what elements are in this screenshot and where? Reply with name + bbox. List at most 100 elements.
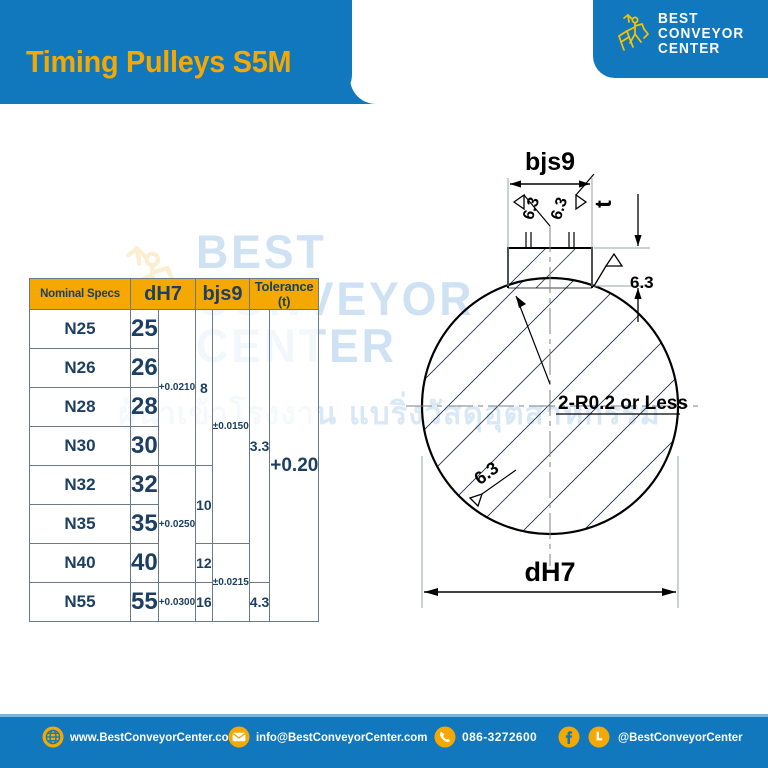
t-dimension: t	[590, 194, 650, 322]
cell-b-value: 12	[195, 543, 213, 583]
cell-b-tolerance: ±0.0215	[211, 543, 250, 622]
roughness-value-right: 6.3	[548, 195, 571, 222]
table-header-row: Nominal Specs dH7 bjs9 Tolerance (t)	[29, 278, 320, 310]
conveyor-worker-logo-icon	[618, 14, 650, 52]
cell-b-value: 10	[195, 465, 213, 544]
footer-item-email[interactable]: info@BestConveyorCenter.com	[228, 726, 436, 748]
dh7-arrow-right	[662, 588, 676, 596]
header-logo-block	[593, 0, 768, 78]
table-row: N26 26	[29, 348, 319, 388]
table-row: N28 28	[29, 387, 319, 427]
footer-item-line[interactable]	[588, 726, 610, 753]
table-row: N35 35	[29, 504, 319, 544]
footer-item-phone[interactable]: 086-3272600	[434, 726, 537, 748]
bjs9-arrow-left	[510, 180, 521, 188]
page-title: Timing Pulleys S5M	[26, 44, 292, 79]
facebook-icon	[558, 726, 580, 748]
bjs9-dimension	[507, 178, 593, 286]
cell-dh7: 26	[130, 348, 159, 388]
cell-t-value: 4.3	[248, 582, 271, 622]
header-title-bar	[0, 0, 352, 104]
footer-top-rule	[0, 714, 768, 717]
cell-nominal: N32	[29, 465, 131, 505]
cell-nominal: N35	[29, 504, 131, 544]
footer-website-text: www.BestConveyorCenter.com	[70, 730, 239, 744]
col-header-bjs9: bjs9	[195, 278, 250, 310]
table-row: N25 25 +0.0210 8 ±0.0150 3.3 +0.20	[29, 309, 320, 622]
cell-nominal: N40	[29, 543, 131, 583]
keyway-roughness-left: 6.3	[512, 193, 551, 248]
bjs9-arrow-right	[579, 180, 590, 188]
globe-icon	[42, 726, 64, 748]
bore-roughness: 6.3	[468, 458, 517, 508]
roughness-triangle-icon	[575, 193, 588, 211]
logo-line-3: CENTER	[658, 40, 721, 57]
pulley-cross-section-drawing: bjs9 6.3 6.3	[398, 126, 746, 636]
footer-line-id-text: @BestConveyorCenter	[618, 730, 743, 744]
roughness-triangle-icon	[468, 492, 484, 508]
cell-dh7: 55	[130, 582, 159, 622]
cell-nominal: N30	[29, 426, 131, 466]
phone-icon	[434, 726, 456, 748]
shoulder-roughness: 6.3	[593, 252, 654, 292]
footer-phone-text: 086-3272600	[462, 730, 538, 744]
dh7-label: dH7	[524, 557, 575, 587]
specification-table: Nominal Specs dH7 bjs9 Tolerance (t) N25…	[29, 278, 320, 622]
footer-bar: www.BestConveyorCenter.com info@BestConv…	[0, 714, 768, 768]
logo-line-1: BEST	[658, 11, 699, 27]
bjs9-label: bjs9	[525, 148, 575, 176]
roughness-triangle-icon	[604, 252, 624, 267]
cell-dh7: 40	[130, 543, 159, 583]
cell-dh7: 32	[130, 465, 159, 505]
envelope-icon	[228, 726, 250, 748]
footer-item-website[interactable]: www.BestConveyorCenter.com	[42, 726, 248, 748]
dh7-dimension	[421, 456, 679, 608]
cell-d-tolerance: +0.0250	[157, 465, 197, 583]
table-row: N30 30	[29, 426, 319, 466]
roughness-leader	[481, 469, 517, 495]
t-label: t	[590, 200, 616, 208]
cell-nominal: N25	[29, 309, 131, 349]
keyway-roughness-right: 6.3	[548, 173, 595, 248]
roughness-value-shoulder: 6.3	[630, 273, 654, 292]
roughness-value-bore: 6.3	[470, 458, 502, 489]
roughness-leader	[523, 194, 551, 227]
col-header-nominal: Nominal Specs	[29, 278, 131, 310]
col-header-tolerance: Tolerance (t)	[248, 278, 320, 310]
dh7-arrow-left	[424, 588, 438, 596]
cell-nominal: N28	[29, 387, 131, 427]
cell-b-value: 16	[195, 582, 213, 622]
cell-nominal: N26	[29, 348, 131, 388]
cell-nominal: N55	[29, 582, 131, 622]
cell-b-tolerance: ±0.0150	[211, 309, 250, 544]
radius-note-arrowhead	[516, 296, 526, 308]
radius-note-leader	[515, 295, 551, 385]
roughness-value-left: 6.3	[520, 195, 543, 222]
line-icon	[588, 726, 610, 748]
cell-dh7: 30	[130, 426, 159, 466]
center-lines	[406, 226, 698, 566]
cell-dh7: 28	[130, 387, 159, 427]
corner-radius-note: 2-R0.2 or Less	[515, 295, 688, 415]
t-arrow-down	[634, 235, 642, 246]
table-row: N32 32 +0.0250 10	[29, 465, 319, 583]
roughness-triangle-icon	[512, 193, 525, 211]
cell-d-tolerance: +0.0210	[157, 309, 197, 466]
t-arrow-up	[634, 288, 642, 299]
col-header-dh7: dH7	[129, 278, 197, 310]
keyway-hatching	[508, 248, 577, 288]
footer-item-facebook[interactable]	[558, 726, 580, 753]
roughness-leader	[575, 173, 595, 196]
cell-dh7: 35	[130, 504, 159, 544]
cell-t-tolerance: +0.20	[269, 309, 320, 622]
brand-logo: BEST CONVEYOR CENTER	[615, 12, 750, 56]
table-row: N55 55 +0.0300 16 4.3	[29, 582, 319, 622]
cell-b-value: 8	[195, 309, 213, 466]
cell-d-tolerance: +0.0300	[157, 582, 197, 622]
footer-email-text: info@BestConveyorCenter.com	[256, 730, 428, 744]
cell-dh7: 25	[130, 309, 159, 349]
roughness-leader	[593, 265, 607, 287]
radius-note-text: 2-R0.2 or Less	[558, 393, 688, 414]
logo-line-2: CONVEYOR	[658, 25, 745, 42]
